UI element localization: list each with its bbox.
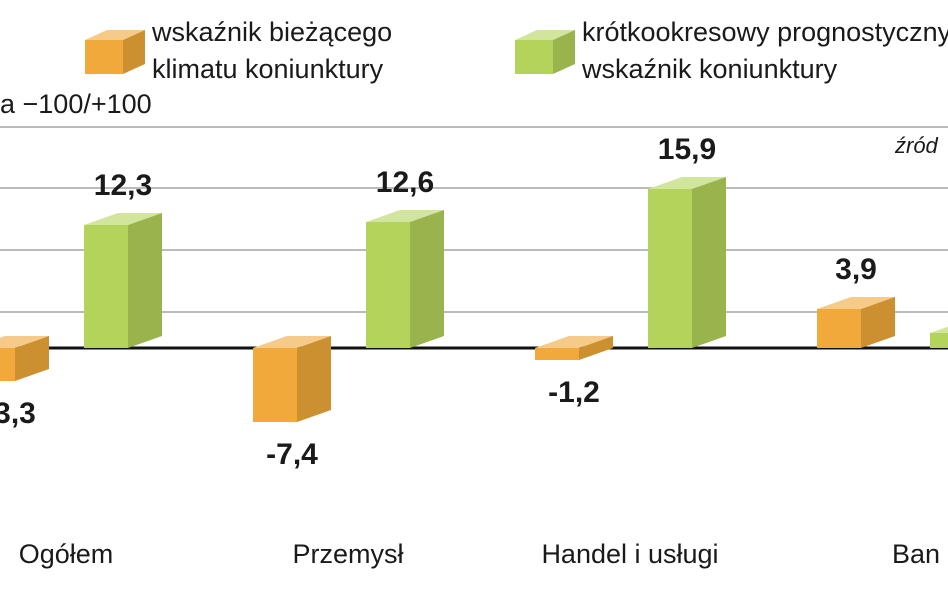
bar-top bbox=[535, 336, 613, 348]
legend-icon bbox=[553, 30, 575, 74]
bar bbox=[535, 348, 579, 360]
value-label: -1,2 bbox=[548, 376, 600, 409]
bar bbox=[253, 348, 297, 422]
bar-side bbox=[410, 210, 444, 348]
legend-icon bbox=[85, 30, 145, 40]
value-label: 15,9 bbox=[658, 133, 716, 166]
bar bbox=[930, 333, 948, 348]
bar-top bbox=[648, 177, 726, 189]
legend-icon bbox=[123, 30, 145, 74]
bar bbox=[84, 225, 128, 348]
bar-side bbox=[861, 297, 895, 348]
x-tick-label: Przemysł bbox=[292, 539, 403, 569]
value-label: -7,4 bbox=[266, 438, 318, 471]
axis-label: a −100/+100 bbox=[0, 89, 152, 119]
bar-side bbox=[15, 336, 49, 381]
x-tick-label: Ogółem bbox=[19, 539, 114, 569]
x-tick-label: Ban bbox=[892, 539, 940, 569]
legend-icon bbox=[515, 40, 553, 74]
legend-label: krótkookresowy prognostyczny wskaźnik ko… bbox=[582, 17, 948, 84]
bar-side bbox=[579, 336, 613, 360]
bar-top bbox=[930, 326, 948, 333]
value-label: 12,6 bbox=[376, 166, 434, 199]
bar-top bbox=[84, 213, 162, 225]
legend-icon bbox=[515, 30, 575, 40]
bar-side bbox=[692, 177, 726, 348]
value-label: 3,9 bbox=[835, 253, 877, 286]
legend-label: wskaźnik bieżącego klimatu koniunktury bbox=[152, 17, 393, 84]
bar-top bbox=[0, 336, 49, 348]
bar bbox=[0, 348, 15, 381]
bar bbox=[366, 222, 410, 348]
value-label: -3,3 bbox=[0, 397, 36, 430]
x-tick-label: Handel i usługi bbox=[541, 539, 718, 569]
bar-top bbox=[817, 297, 895, 309]
bar-top bbox=[253, 336, 331, 348]
bar bbox=[817, 309, 861, 348]
source: źród bbox=[894, 133, 939, 158]
bar-side bbox=[128, 213, 162, 348]
value-label: 12,3 bbox=[94, 169, 152, 202]
bar-top bbox=[366, 210, 444, 222]
legend-icon bbox=[85, 40, 123, 74]
bar-side bbox=[297, 336, 331, 422]
bar bbox=[648, 189, 692, 348]
